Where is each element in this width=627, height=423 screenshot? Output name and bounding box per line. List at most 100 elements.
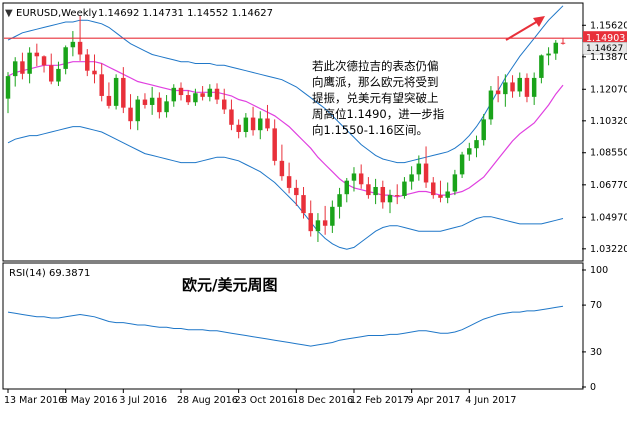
date-tick-label: 18 Dec 2016 [292, 395, 353, 406]
rsi-tick-label: 0 [590, 382, 596, 393]
candle-body [467, 148, 472, 155]
candle-body [92, 70, 97, 75]
candle-body [337, 194, 342, 207]
candle-body [171, 87, 177, 102]
candle-body [265, 118, 270, 129]
candle-body [113, 77, 119, 106]
rsi-label: RSI(14) 69.3871 [9, 268, 90, 279]
candle-body [85, 54, 90, 71]
candle-body [286, 176, 292, 188]
bollinger-bands [7, 5, 564, 250]
candle-body [380, 186, 386, 203]
rsi-tick-label: 30 [590, 347, 602, 358]
candle-body [394, 195, 400, 197]
candle-body [214, 88, 220, 100]
candle-body [5, 76, 11, 99]
candle-body [546, 53, 551, 56]
candle-body [474, 140, 479, 149]
rsi-tick-label: 70 [590, 300, 602, 311]
rsi-line [7, 305, 564, 347]
candle-body [344, 180, 350, 195]
candle-body [503, 82, 508, 95]
candle-body [41, 56, 47, 66]
candle-body [495, 90, 501, 95]
candle-body [106, 95, 112, 106]
axis-labels: 1.15620 1.13870 1.12070 1.10320 1.08550 1.067… [4, 20, 627, 406]
candle-body [301, 195, 306, 214]
candle-body [524, 77, 530, 97]
price-tick-label: 1.08550 [590, 148, 627, 159]
candle-body [510, 82, 515, 92]
annotation-line: 周高位1.1490，进一步指 [312, 107, 444, 121]
candle-body [229, 109, 234, 125]
symbol-label: EURUSD,Weekly [16, 8, 97, 19]
current-price-label: 1.14627 [586, 44, 623, 54]
price-tick-label: 1.06770 [590, 180, 627, 191]
candle-body [560, 42, 566, 44]
candle-body [402, 181, 407, 196]
candle-body [250, 117, 256, 131]
candle-body [34, 52, 40, 57]
annotation-line: 向1.1550-1.16区间。 [312, 123, 428, 137]
price-tick-label: 1.12070 [590, 84, 627, 95]
price-tick-label: 1.10320 [590, 116, 627, 127]
candle-body [416, 163, 422, 175]
candle-body [322, 220, 328, 226]
candle-body [221, 99, 227, 110]
candle-body [481, 119, 486, 141]
candle-body [553, 42, 559, 54]
date-tick-label: 28 Aug 2016 [177, 395, 238, 406]
lower-band-line [7, 126, 564, 250]
symbol-icon: ▼ [5, 8, 13, 19]
candle-body [279, 160, 285, 177]
candle-body [445, 191, 450, 198]
candle-body [200, 93, 205, 97]
date-tick-label: 4 Jun 2017 [465, 395, 516, 406]
candle-body [128, 107, 133, 122]
candle-body [49, 65, 54, 82]
candle-body [409, 174, 414, 182]
candle-body [142, 99, 148, 105]
candle-body [539, 55, 544, 78]
date-tick-label: 12 Feb 2017 [350, 395, 409, 406]
candle-body [459, 154, 465, 175]
candle-body [236, 124, 241, 132]
candle-body [366, 184, 371, 196]
date-tick-label: 13 Mar 2016 [4, 395, 64, 406]
candle-body [387, 195, 393, 203]
candle-body [272, 128, 277, 161]
date-tick-label: 3 Jul 2016 [119, 395, 167, 406]
price-tick-label: 1.04970 [590, 212, 627, 223]
candle-body [517, 77, 522, 92]
candle-body [157, 97, 162, 113]
candlesticks [5, 15, 566, 242]
candle-body [423, 163, 429, 183]
moving-average-line [7, 61, 564, 198]
candle-body [308, 213, 313, 232]
rsi-line-layer [7, 305, 564, 347]
date-tick-label: 23 Oct 2016 [235, 395, 294, 406]
ohlc-label: 1.14692 1.14731 1.14552 1.14627 [98, 8, 273, 19]
candle-body [27, 52, 32, 74]
candle-body [99, 74, 104, 96]
candle-body [70, 41, 76, 48]
candle-body [77, 41, 83, 55]
price-tick-label: 1.13870 [590, 52, 627, 63]
candle-body [121, 77, 126, 108]
candle-body [12, 61, 18, 77]
price-tick-label: 1.03220 [590, 244, 627, 255]
candle-body [193, 93, 198, 103]
candle-body [358, 173, 364, 185]
current-price-tag [582, 41, 627, 55]
rsi-panel-frame [2, 262, 584, 390]
candle-body [330, 206, 335, 226]
candle-body [431, 182, 436, 196]
chart-subtitle: 欧元/美元周图 [182, 276, 277, 294]
candle-body [164, 101, 169, 113]
rsi-tick-label: 100 [590, 265, 608, 276]
annotation-line: 提振，兑美元有望突破上 [312, 91, 439, 105]
